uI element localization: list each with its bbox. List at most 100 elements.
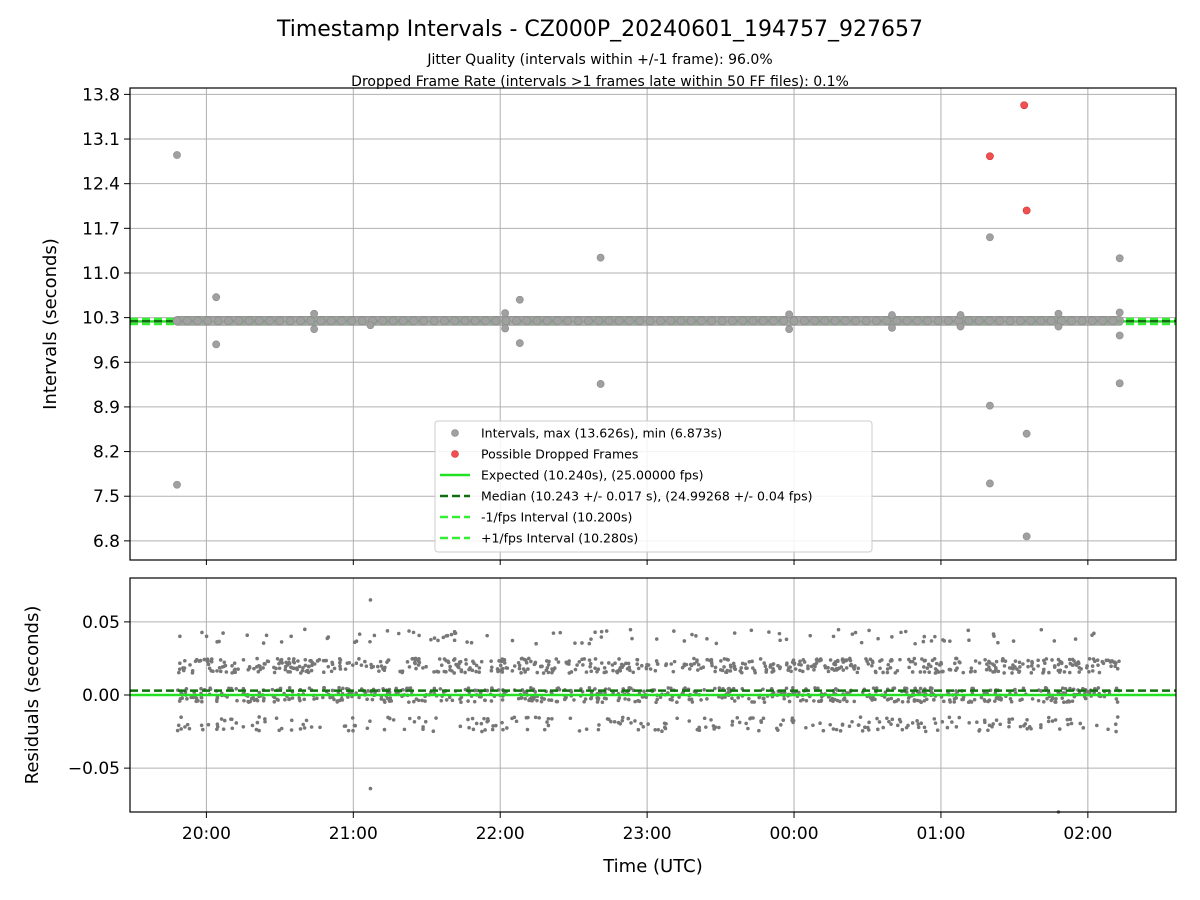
residual-point bbox=[436, 638, 440, 643]
chart-title: Timestamp Intervals - CZ000P_20240601_19… bbox=[276, 17, 923, 42]
residual-point bbox=[1056, 662, 1061, 667]
interval-point bbox=[995, 316, 1005, 326]
residual-point bbox=[1091, 657, 1096, 661]
residual-point bbox=[1000, 658, 1005, 663]
residual-point bbox=[1072, 659, 1076, 663]
residual-point bbox=[893, 671, 898, 675]
residual-point bbox=[1117, 659, 1121, 664]
residual-point bbox=[954, 696, 959, 700]
residual-point bbox=[627, 685, 631, 690]
interval-point bbox=[872, 316, 881, 326]
interval-outlier-point bbox=[1115, 331, 1124, 340]
residual-point bbox=[771, 667, 775, 671]
residual-point bbox=[844, 666, 849, 670]
residual-point bbox=[178, 661, 182, 665]
residual-point bbox=[312, 697, 316, 701]
interval-point bbox=[326, 316, 336, 326]
residual-point bbox=[918, 686, 923, 691]
residual-point bbox=[991, 722, 995, 726]
residual-point bbox=[535, 698, 539, 703]
residual-point bbox=[204, 634, 209, 639]
residual-point bbox=[324, 658, 329, 663]
residual-point bbox=[175, 728, 180, 733]
residual-point bbox=[1030, 697, 1035, 701]
residual-point bbox=[890, 658, 894, 663]
residual-point bbox=[977, 661, 982, 665]
residual-point bbox=[187, 726, 192, 731]
residual-point bbox=[494, 723, 498, 728]
residual-point bbox=[740, 661, 745, 666]
interval-point bbox=[1036, 316, 1046, 326]
residual-point bbox=[407, 629, 411, 633]
residual-point bbox=[352, 640, 357, 645]
residual-point bbox=[696, 668, 700, 672]
residual-point bbox=[687, 719, 692, 723]
residual-point bbox=[330, 688, 335, 693]
residual-point bbox=[934, 661, 939, 666]
residual-point bbox=[1097, 670, 1102, 675]
residual-point bbox=[199, 723, 204, 728]
residual-point bbox=[1018, 724, 1023, 729]
interval-outlier-point bbox=[1054, 309, 1063, 318]
residual-point bbox=[207, 666, 212, 671]
residual-point bbox=[635, 657, 640, 662]
residual-point bbox=[850, 632, 855, 636]
residual-point bbox=[467, 725, 471, 730]
residual-point bbox=[1057, 727, 1062, 731]
residual-point bbox=[246, 699, 250, 704]
residual-point bbox=[808, 633, 813, 638]
interval-point bbox=[285, 316, 295, 326]
residual-point bbox=[1025, 727, 1030, 731]
residual-point bbox=[368, 719, 372, 723]
residual-point bbox=[223, 663, 228, 668]
residual-point bbox=[230, 663, 234, 668]
residual-point bbox=[984, 667, 989, 672]
residual-point bbox=[985, 662, 989, 666]
interval-point bbox=[830, 316, 840, 326]
residual-point bbox=[1059, 660, 1064, 665]
residual-point bbox=[1092, 631, 1096, 636]
residual-point bbox=[584, 727, 589, 731]
residual-point bbox=[431, 729, 436, 734]
interval-outlier-point bbox=[501, 309, 510, 318]
top-y-axis-label: Intervals (seconds) bbox=[40, 238, 61, 410]
bottom-y-axis-ticks: −0.05 0.00 0.05 bbox=[68, 613, 130, 779]
residual-point bbox=[477, 666, 482, 670]
interval-point bbox=[604, 316, 614, 326]
residual-point bbox=[529, 685, 533, 690]
residual-point bbox=[597, 723, 601, 727]
residual-point bbox=[699, 698, 703, 702]
residual-point bbox=[1010, 717, 1015, 721]
residual-point bbox=[520, 656, 524, 661]
residual-point bbox=[596, 727, 601, 732]
x-tick-label: 21:00 bbox=[329, 824, 378, 844]
bottom-y-tick-label: 0.00 bbox=[82, 686, 120, 706]
residual-point bbox=[539, 699, 544, 704]
residual-point bbox=[770, 670, 774, 674]
legend-entry-plus-fps: +1/fps Interval (10.280s) bbox=[481, 531, 638, 546]
residual-point bbox=[701, 665, 706, 670]
residual-point bbox=[539, 664, 544, 669]
residual-point bbox=[325, 636, 330, 641]
residual-point bbox=[954, 689, 958, 693]
residual-point bbox=[600, 700, 605, 705]
interval-point bbox=[213, 316, 223, 326]
residual-point bbox=[922, 634, 927, 639]
residual-point bbox=[664, 663, 668, 668]
residual-point bbox=[925, 666, 930, 670]
residual-point bbox=[383, 665, 387, 670]
residual-point bbox=[843, 658, 848, 663]
residual-point bbox=[1043, 661, 1047, 666]
interval-point bbox=[419, 316, 429, 326]
residual-point bbox=[907, 665, 911, 670]
residual-point bbox=[922, 670, 927, 674]
residual-point bbox=[472, 661, 476, 666]
residual-point bbox=[1106, 658, 1110, 663]
residual-point bbox=[885, 697, 890, 702]
residual-point bbox=[502, 661, 507, 665]
dropped-frame-point bbox=[1020, 101, 1029, 110]
residual-point bbox=[994, 659, 999, 664]
residual-point bbox=[372, 633, 377, 638]
residual-point bbox=[527, 656, 531, 661]
residual-point bbox=[432, 686, 437, 691]
